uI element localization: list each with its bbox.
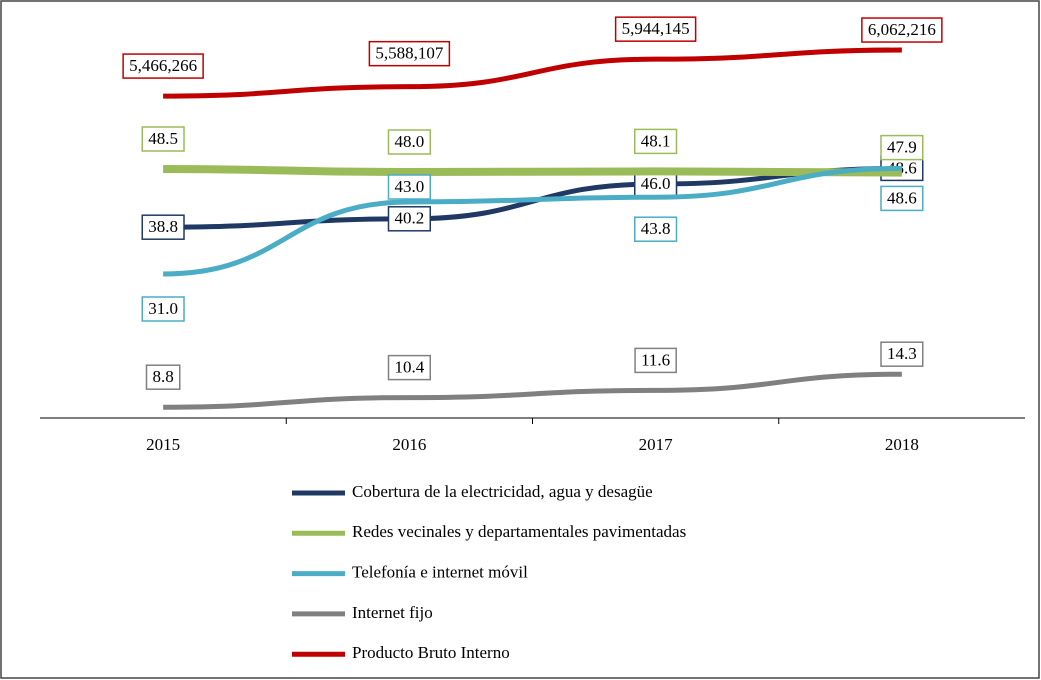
data-label: 5,588,107 — [375, 44, 444, 63]
data-label: 46.0 — [641, 174, 671, 193]
data-label: 48.6 — [887, 188, 917, 207]
data-label-box — [387, 354, 431, 381]
data-label-box — [122, 53, 204, 79]
data-label-box — [880, 134, 924, 161]
data-label: 38.8 — [148, 217, 178, 236]
x-tick-label: 2018 — [885, 435, 919, 454]
data-label: 47.9 — [887, 138, 917, 157]
legend-label: Producto Bruto Interno — [352, 643, 510, 662]
data-label-box — [880, 185, 924, 212]
data-label: 48.5 — [148, 129, 178, 148]
data-label-box — [614, 16, 697, 42]
x-tick-label: 2017 — [639, 435, 674, 454]
data-label-box — [387, 206, 431, 232]
data-label: 5,944,145 — [622, 19, 690, 38]
x-tick-label: 2015 — [146, 435, 180, 454]
data-label-box — [368, 40, 451, 67]
legend-label: Telefonía e internet móvil — [352, 563, 528, 582]
data-label: 40.2 — [395, 209, 425, 228]
series-line — [163, 165, 902, 277]
data-label: 6,062,216 — [868, 20, 936, 39]
data-label-box — [387, 129, 431, 155]
data-label-box — [141, 126, 185, 152]
legend-label: Internet fijo — [352, 603, 433, 622]
data-label-box — [861, 17, 943, 43]
data-label-box — [634, 216, 678, 242]
series-line — [163, 371, 902, 410]
data-label: 14.3 — [887, 344, 917, 363]
data-label: 10.4 — [395, 358, 425, 377]
data-label: 48.0 — [395, 132, 425, 151]
data-label-box — [634, 128, 678, 155]
series-line — [163, 47, 902, 99]
data-label-box — [141, 296, 185, 322]
legend-label: Cobertura de la electricidad, agua y des… — [352, 482, 653, 501]
data-label: 48.1 — [641, 131, 671, 150]
data-label: 43.0 — [395, 177, 425, 196]
data-label-box — [145, 364, 181, 390]
data-label: 11.6 — [641, 350, 670, 369]
data-label: 31.0 — [148, 299, 178, 318]
data-label: 8.8 — [153, 367, 174, 386]
series-line — [163, 165, 902, 177]
data-label: 43.8 — [641, 219, 671, 238]
data-label-box — [880, 341, 924, 367]
data-label-box — [387, 174, 431, 200]
data-label-box — [634, 347, 677, 374]
legend-label: Redes vecinales y departamentales pavime… — [352, 522, 686, 541]
x-tick-label: 2016 — [392, 435, 426, 454]
data-label: 5,466,266 — [129, 56, 197, 75]
data-label-box — [141, 214, 185, 240]
